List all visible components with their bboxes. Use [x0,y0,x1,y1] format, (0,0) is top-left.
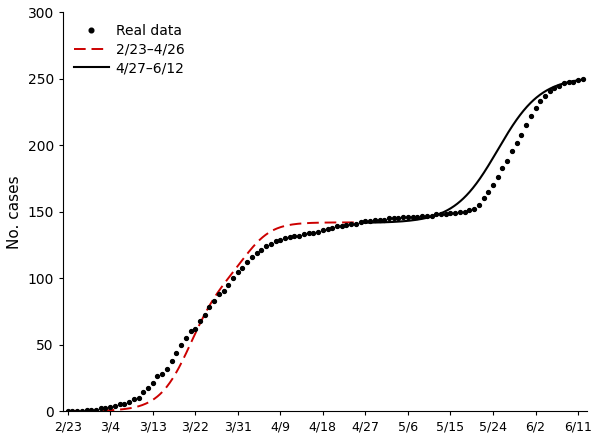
2/23–4/26 [203,308,211,313]
Real data [565,79,572,84]
2/23–4/26 [357,220,364,225]
2/23–4/26 [223,279,230,284]
Line: 2/23–4/26: 2/23–4/26 [68,222,361,411]
Real data [579,76,586,81]
2/23–4/26 [64,408,71,414]
Legend: Real data, 2/23–4/26, 4/27–6/12: Real data, 2/23–4/26, 4/27–6/12 [70,19,189,80]
Real data [314,229,322,235]
Real data [546,88,553,93]
Real data [301,232,308,237]
4/27–6/12 [579,77,586,82]
2/23–4/26 [350,220,357,225]
Line: Real data: Real data [65,77,585,413]
Real data [64,408,71,414]
4/27–6/12 [479,172,487,177]
Real data [428,213,435,218]
2/23–4/26 [304,220,311,226]
4/27–6/12 [491,152,499,158]
Y-axis label: No. cases: No. cases [7,175,22,249]
2/23–4/26 [238,258,245,263]
4/27–6/12 [466,189,473,194]
4/27–6/12 [362,220,369,225]
Line: 4/27–6/12: 4/27–6/12 [365,80,583,223]
4/27–6/12 [465,191,472,196]
Real data [215,291,223,297]
4/27–6/12 [574,78,581,83]
2/23–4/26 [205,304,212,310]
4/27–6/12 [540,90,547,95]
